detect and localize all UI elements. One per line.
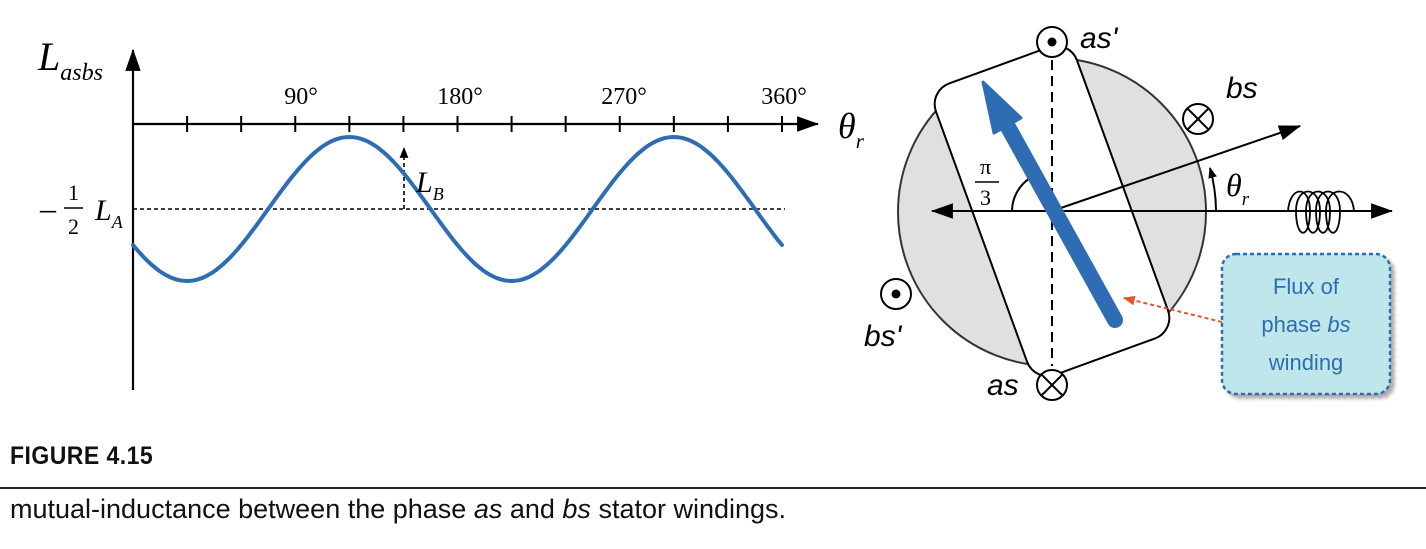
coil-icon [1287,190,1355,234]
x-axis-label: θr [838,106,865,153]
svg-text:3: 3 [980,185,991,210]
as-label: as [987,369,1019,402]
bs-prime-label: bs' [864,320,903,353]
as-prime-label: as' [1080,22,1119,55]
svg-text:–: – [39,190,57,226]
pi-over-3-label: π 3 [975,154,999,210]
tick-label-180: 180° [437,84,483,110]
bs-axis-arrow [1051,125,1302,212]
bs-label: bs [1226,72,1258,105]
level-label: – 1 2 LA [39,180,124,239]
svg-text:1: 1 [68,180,79,205]
svg-text:2: 2 [68,214,79,239]
inductance-plot: 90° 180° 270° 360° Lasbs θr – 1 2 LA LB [37,34,865,390]
caption-divider [0,487,1426,489]
callout-leader [1122,295,1223,323]
callout-line-3: winding [1268,350,1344,375]
bs-cross-icon [1182,103,1214,135]
x-axis-ticks [186,116,783,132]
amplitude-label: LB [415,166,444,204]
as-prime-dot-icon [1036,26,1068,58]
callout-line-2: phase bs [1261,312,1350,337]
callout-line-1: Flux of [1273,274,1340,299]
svg-text:LA: LA [94,194,124,232]
flux-arrowhead [981,80,1023,135]
as-cross-icon [1036,369,1068,401]
figure-label: FIGURE 4.15 [10,442,154,470]
figure-canvas: 90° 180° 270° 360° Lasbs θr – 1 2 LA LB [37,22,1394,402]
tick-label-270: 270° [601,84,647,110]
flux-arrow [995,110,1123,328]
callout-box [1220,252,1392,396]
machine-diagram: π 3 θr as' [864,22,1394,402]
figure-caption: mutual-inductance between the phase as a… [10,494,787,524]
tick-label-360: 360° [761,84,807,110]
pi-over-3-arc [1011,177,1031,212]
bs-prime-dot-icon [880,278,912,310]
svg-text:π: π [980,154,991,179]
tick-label-90: 90° [284,84,318,110]
inductance-curve [131,134,784,284]
theta-r-arc [1208,166,1217,211]
theta-r-label: θr [1226,167,1250,210]
y-axis-label: Lasbs [37,34,103,86]
